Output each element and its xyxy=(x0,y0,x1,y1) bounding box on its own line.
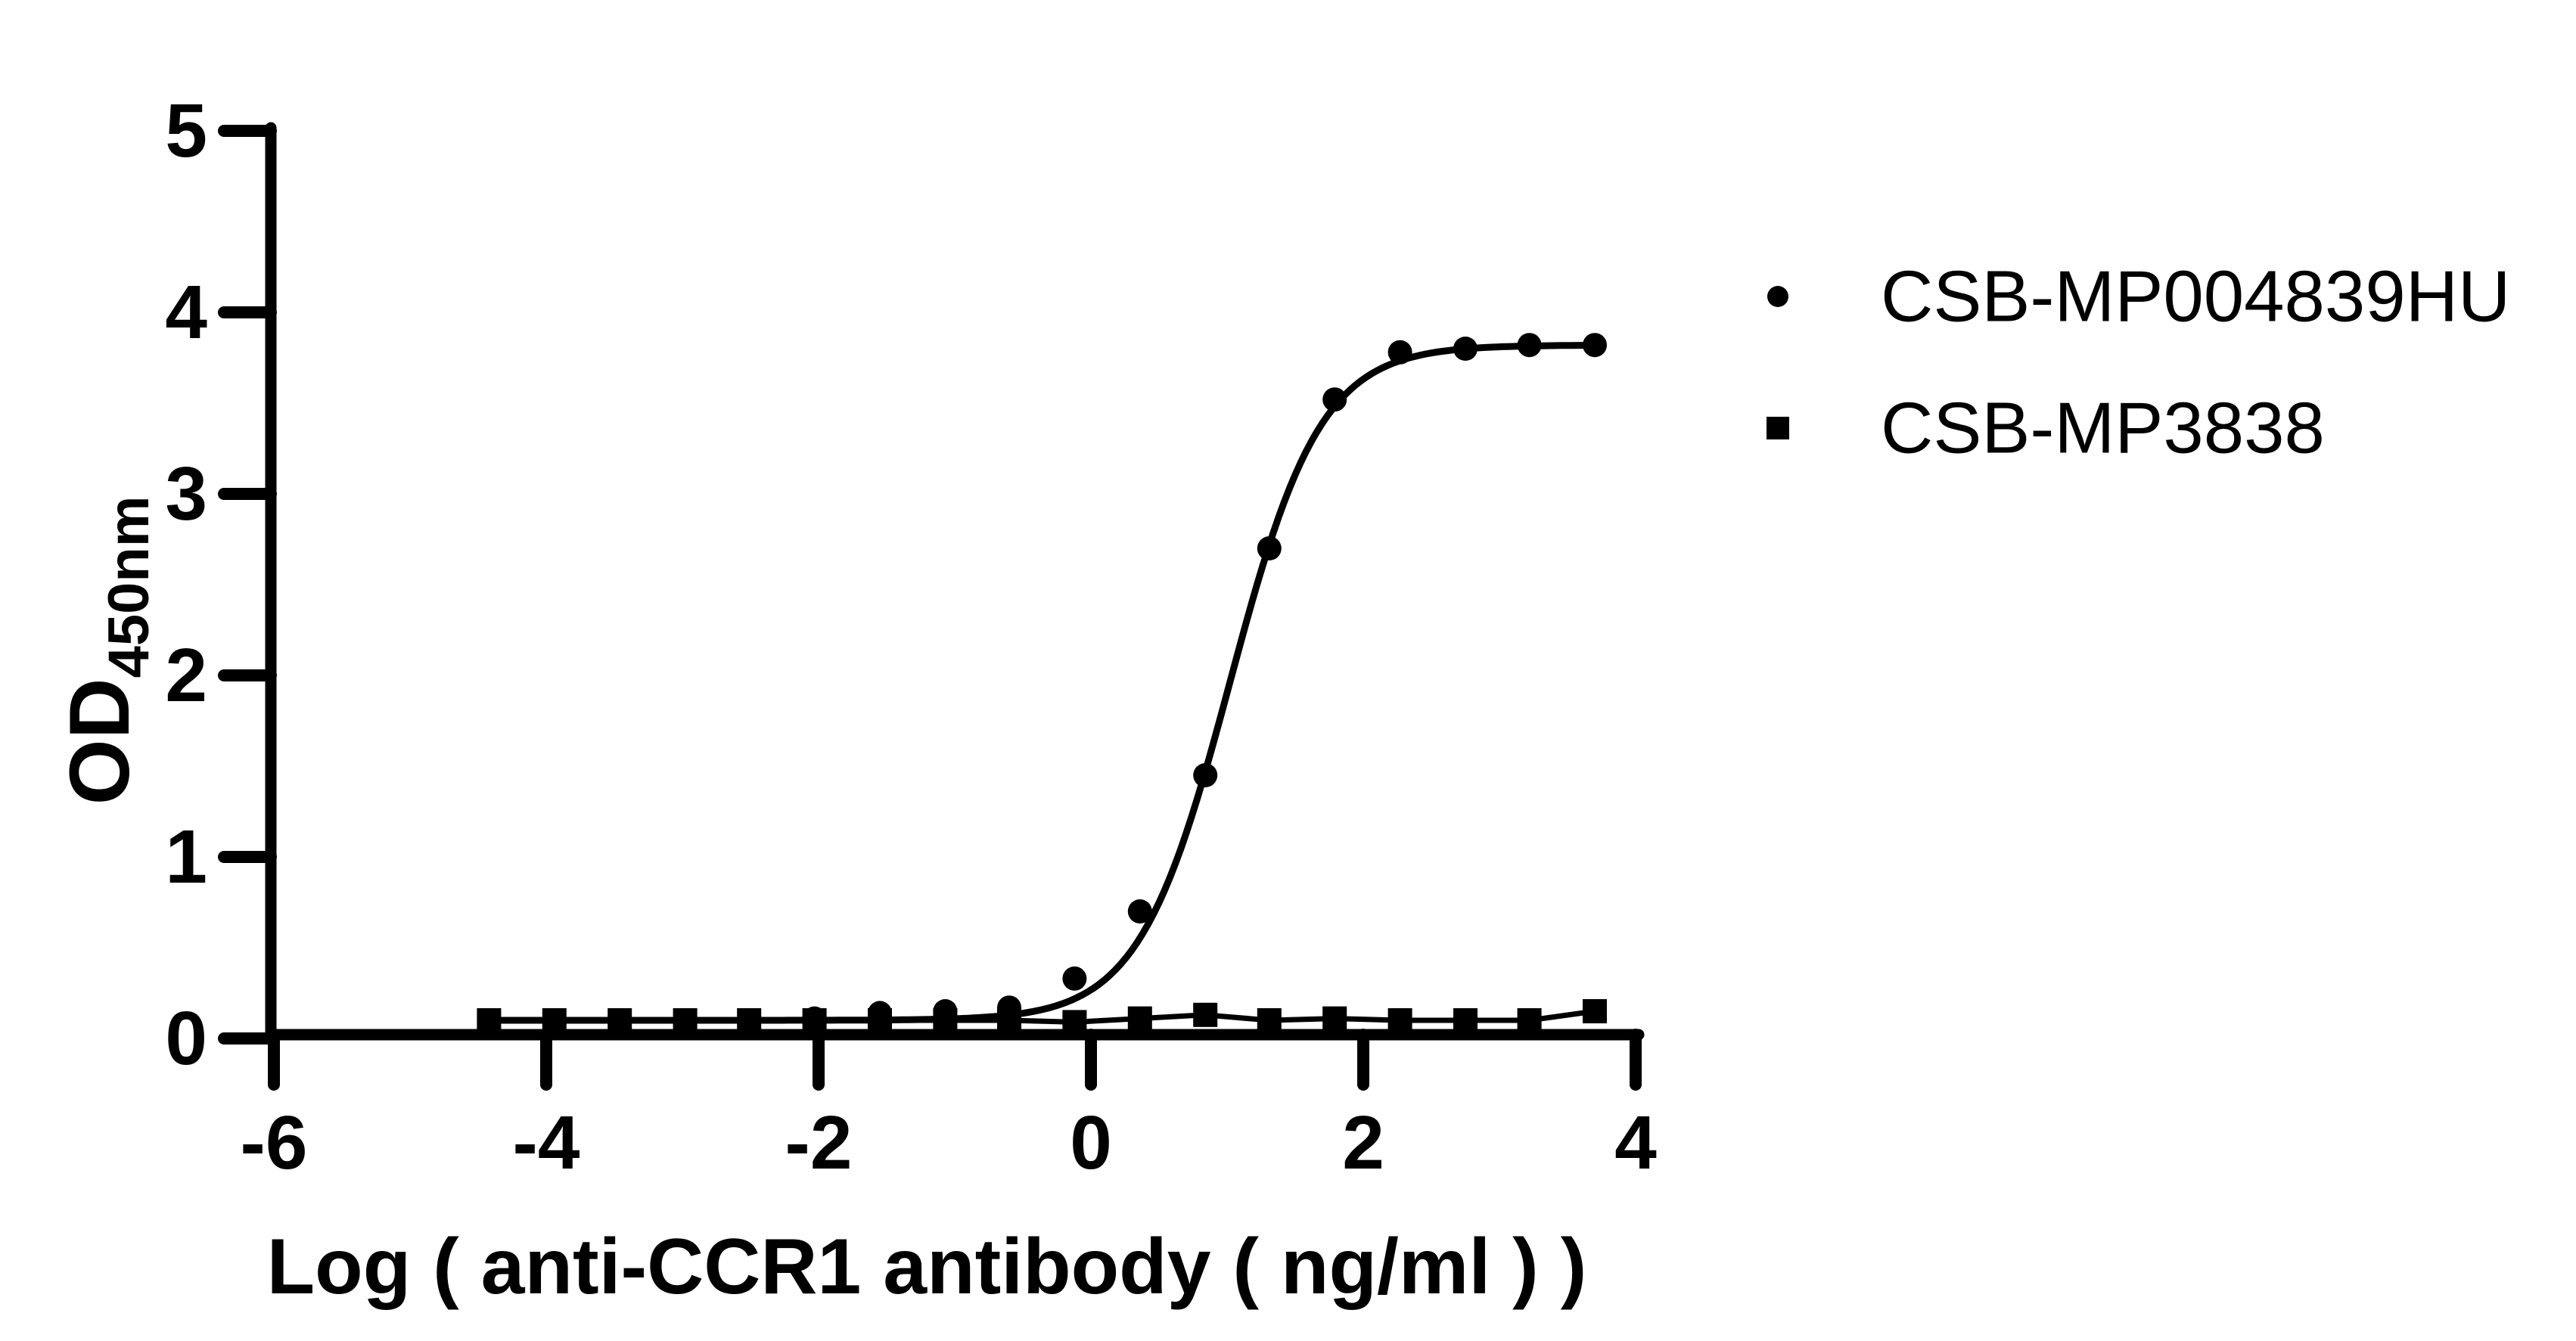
legend-item-0: CSB-MP004839HU xyxy=(1767,256,2510,337)
data-point-square xyxy=(1583,999,1607,1023)
data-point-square xyxy=(1127,1006,1152,1031)
data-point-circle xyxy=(1517,333,1542,358)
y-tick-label: 1 xyxy=(165,815,207,899)
x-tick-label: -6 xyxy=(241,1100,308,1185)
y-tick-label: 0 xyxy=(165,996,207,1081)
data-point-square xyxy=(1062,1010,1087,1035)
data-point-square xyxy=(737,1008,762,1032)
data-point-square xyxy=(1517,1008,1542,1032)
chart-legend: CSB-MP004839HU CSB-MP3838 xyxy=(1767,256,2510,469)
data-point-circle xyxy=(1193,763,1218,787)
data-point-square xyxy=(1387,1008,1412,1032)
x-axis-title: Log ( anti-CCR1 antibody ( ng/ml ) ) xyxy=(267,1223,1587,1311)
data-point-circle xyxy=(1062,966,1087,991)
data-point-square xyxy=(1257,1008,1282,1032)
data-point-square xyxy=(997,1008,1021,1032)
y-axis-ticks: 0 1 2 3 4 5 xyxy=(165,88,277,1081)
legend-item-1: CSB-MP3838 xyxy=(1767,388,2325,469)
x-tick-label: 4 xyxy=(1614,1100,1657,1185)
y-axis-title: OD450nm xyxy=(52,496,161,806)
data-point-square xyxy=(933,1008,958,1032)
data-point-square xyxy=(1453,1008,1478,1032)
data-point-circle xyxy=(1387,340,1412,365)
data-point-square xyxy=(477,1008,502,1032)
legend-marker-circle xyxy=(1767,286,1788,307)
legend-label: CSB-MP004839HU xyxy=(1881,256,2510,337)
legend-marker-square xyxy=(1767,417,1789,439)
data-point-square xyxy=(868,1008,892,1032)
x-tick-label: 0 xyxy=(1070,1100,1112,1185)
x-tick-label: -2 xyxy=(785,1100,853,1185)
legend-label: CSB-MP3838 xyxy=(1881,388,2325,469)
y-tick-label: 4 xyxy=(165,270,207,355)
data-point-circle xyxy=(1583,333,1607,358)
axes xyxy=(265,122,1645,1041)
data-point-square xyxy=(607,1008,632,1032)
series-csb-mp3838 xyxy=(477,999,1607,1035)
data-point-circle xyxy=(1453,337,1478,361)
data-point-square xyxy=(542,1008,567,1032)
data-point-square xyxy=(673,1008,698,1032)
data-point-circle xyxy=(1322,387,1347,412)
x-axis-ticks: -6 -4 -2 0 2 4 xyxy=(241,1029,1657,1185)
y-tick-label: 3 xyxy=(165,452,207,536)
x-tick-label: 2 xyxy=(1342,1100,1384,1185)
y-tick-label: 5 xyxy=(165,88,207,173)
data-point-square xyxy=(802,1008,827,1032)
data-point-square xyxy=(1322,1006,1347,1031)
data-point-circle xyxy=(1127,899,1152,923)
data-point-square xyxy=(1193,1002,1218,1027)
y-tick-label: 2 xyxy=(165,633,207,718)
data-point-circle xyxy=(1257,536,1282,560)
x-tick-label: -4 xyxy=(513,1100,580,1185)
series-csb-mp004839hu xyxy=(477,333,1607,1032)
fit-curve-csb-mp004839hu xyxy=(485,342,1599,1024)
